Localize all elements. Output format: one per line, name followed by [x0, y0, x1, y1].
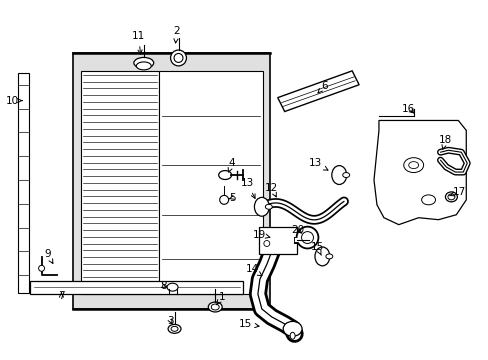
Ellipse shape — [331, 166, 346, 184]
Bar — [258, 227, 296, 255]
Circle shape — [264, 240, 269, 247]
Ellipse shape — [421, 195, 435, 205]
Text: 10: 10 — [6, 96, 22, 105]
Text: 11: 11 — [132, 31, 145, 54]
Text: 15: 15 — [238, 319, 259, 329]
Ellipse shape — [265, 204, 272, 209]
Ellipse shape — [208, 302, 222, 312]
Text: 7: 7 — [58, 291, 64, 301]
Bar — [158, 71, 263, 294]
Circle shape — [301, 231, 313, 243]
Text: 20: 20 — [290, 225, 304, 235]
Ellipse shape — [218, 171, 231, 180]
Polygon shape — [373, 121, 466, 225]
Ellipse shape — [445, 192, 456, 202]
Polygon shape — [277, 71, 358, 112]
Circle shape — [296, 227, 318, 248]
Bar — [81, 71, 158, 294]
Ellipse shape — [171, 327, 178, 331]
Text: 1: 1 — [216, 292, 225, 305]
Text: 4: 4 — [228, 158, 235, 172]
Circle shape — [39, 265, 44, 271]
Text: 6: 6 — [317, 81, 327, 93]
Ellipse shape — [170, 50, 186, 66]
Ellipse shape — [408, 162, 418, 168]
Text: 2: 2 — [173, 26, 180, 43]
Bar — [73, 53, 269, 309]
Bar — [18, 73, 29, 293]
Ellipse shape — [167, 283, 178, 291]
Ellipse shape — [168, 324, 181, 333]
Text: 14: 14 — [245, 264, 262, 276]
Text: 17: 17 — [449, 187, 465, 197]
Text: 9: 9 — [44, 249, 53, 264]
Ellipse shape — [134, 58, 153, 68]
Text: 8: 8 — [160, 281, 166, 291]
Text: 15: 15 — [310, 243, 324, 255]
Ellipse shape — [254, 197, 269, 216]
Text: 18: 18 — [438, 135, 451, 149]
Text: 19: 19 — [253, 230, 269, 239]
Ellipse shape — [174, 54, 183, 62]
Ellipse shape — [283, 321, 302, 336]
Ellipse shape — [325, 254, 332, 259]
Ellipse shape — [289, 332, 294, 339]
Ellipse shape — [403, 158, 423, 172]
Circle shape — [219, 195, 228, 204]
Text: 13: 13 — [240, 178, 255, 198]
Bar — [30, 281, 243, 294]
Ellipse shape — [342, 172, 349, 177]
Text: 3: 3 — [167, 316, 174, 326]
Text: 12: 12 — [264, 183, 278, 197]
Ellipse shape — [314, 247, 329, 266]
Text: 16: 16 — [401, 104, 414, 113]
Text: 5: 5 — [228, 193, 235, 203]
Ellipse shape — [447, 194, 454, 200]
Ellipse shape — [136, 62, 151, 70]
Text: 13: 13 — [308, 158, 327, 170]
Ellipse shape — [211, 304, 219, 310]
